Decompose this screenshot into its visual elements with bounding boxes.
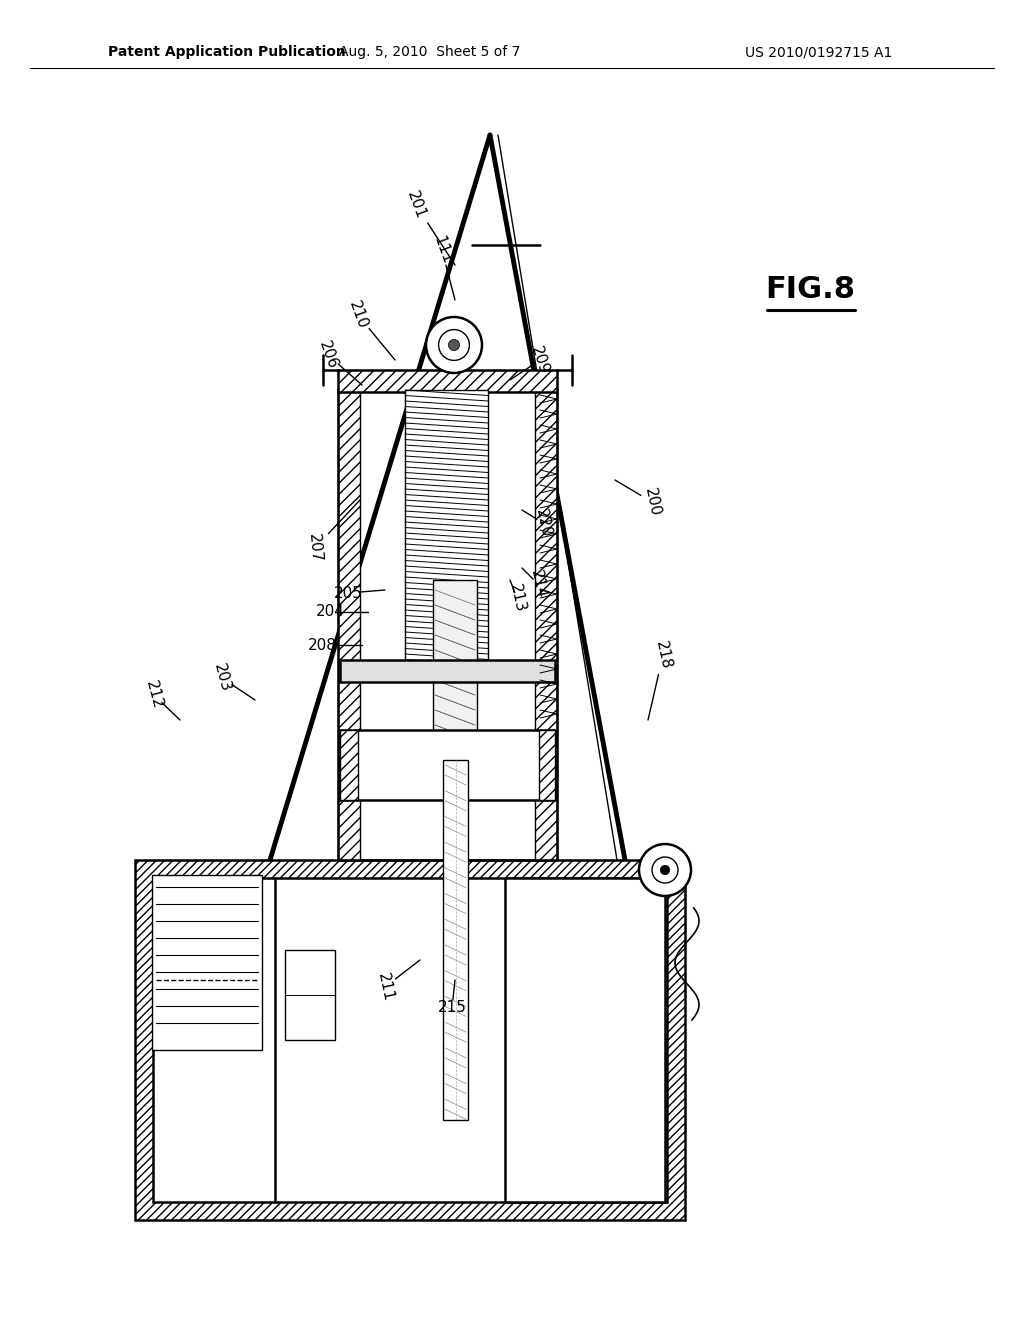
Text: 205: 205 xyxy=(334,586,362,601)
Bar xyxy=(338,389,557,861)
Circle shape xyxy=(652,857,678,883)
Bar xyxy=(340,660,555,682)
Bar xyxy=(535,389,557,861)
Text: 203: 203 xyxy=(211,663,233,694)
Bar xyxy=(153,878,667,1203)
Text: 206: 206 xyxy=(316,339,340,371)
Text: 204: 204 xyxy=(315,605,344,619)
Text: Patent Application Publication: Patent Application Publication xyxy=(108,45,346,59)
Bar xyxy=(340,730,358,800)
Text: 218: 218 xyxy=(652,639,674,671)
Bar xyxy=(505,878,665,1203)
Bar xyxy=(338,370,557,392)
Text: US 2010/0192715 A1: US 2010/0192715 A1 xyxy=(745,45,892,59)
Bar xyxy=(340,730,555,800)
Bar xyxy=(433,579,477,760)
Bar xyxy=(443,760,468,1119)
Text: 220: 220 xyxy=(532,507,553,539)
Circle shape xyxy=(438,330,469,360)
Text: 200: 200 xyxy=(642,486,663,517)
Text: 213: 213 xyxy=(507,582,527,614)
Text: 208: 208 xyxy=(307,638,337,652)
Text: 207: 207 xyxy=(306,533,324,564)
Bar xyxy=(285,950,335,1040)
Bar xyxy=(135,861,685,1220)
Text: 215: 215 xyxy=(437,1001,467,1015)
Text: 210: 210 xyxy=(346,298,370,331)
Bar xyxy=(406,389,488,665)
Bar xyxy=(406,389,488,665)
Text: Aug. 5, 2010  Sheet 5 of 7: Aug. 5, 2010 Sheet 5 of 7 xyxy=(339,45,520,59)
Text: 209: 209 xyxy=(528,345,552,376)
Bar xyxy=(153,878,667,1203)
Circle shape xyxy=(660,866,670,875)
Text: 211: 211 xyxy=(375,972,395,1003)
Text: FIG.8: FIG.8 xyxy=(765,276,855,305)
Text: 111: 111 xyxy=(430,234,454,267)
Text: 214: 214 xyxy=(527,569,548,599)
Circle shape xyxy=(639,843,691,896)
Circle shape xyxy=(449,339,460,351)
Bar xyxy=(539,730,555,800)
Bar xyxy=(152,875,262,1049)
Bar xyxy=(338,389,360,861)
Text: 201: 201 xyxy=(404,189,428,222)
Text: 212: 212 xyxy=(143,678,165,711)
Circle shape xyxy=(426,317,482,374)
